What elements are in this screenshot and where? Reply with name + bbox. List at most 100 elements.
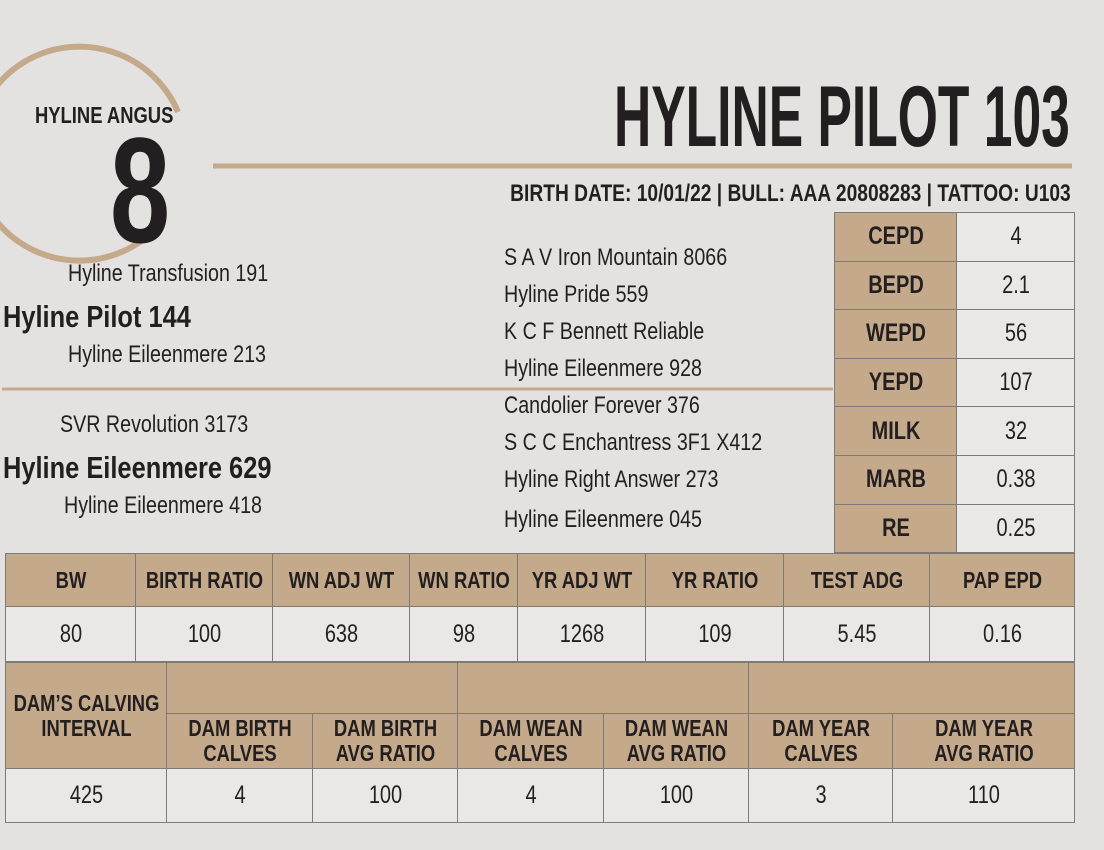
perf-value-cell: 80: [5, 606, 136, 662]
dam-value-cell: 110: [892, 768, 1075, 823]
dam-value-cell: 425: [5, 768, 167, 823]
epd-label-cell: CEPD: [834, 212, 957, 262]
epd-value: 32: [1004, 416, 1028, 445]
perf-header: YR RATIO: [671, 566, 759, 593]
perf-value: 80: [59, 619, 83, 648]
dam-header: DAM YEAR CALVES: [772, 715, 870, 766]
dam: Hyline Eileenmere 629: [3, 449, 272, 485]
epd-value-cell: 0.25: [956, 503, 1075, 554]
dam-header: DAM WEAN CALVES: [479, 715, 583, 766]
epd-value: 2.1: [1002, 270, 1030, 299]
perf-value: 1268: [559, 619, 605, 648]
perf-header-cell: YR ADJ WT: [517, 553, 646, 607]
perf-value-cell: 98: [409, 606, 518, 662]
dam-value: 4: [525, 781, 537, 809]
perf-value: 100: [187, 619, 222, 648]
dam-header: DAM YEAR AVG RATIO: [934, 715, 1034, 766]
perf-header-cell: TEST ADG: [783, 553, 930, 607]
dam-header-cell: DAM’S CALVING INTERVAL: [5, 662, 167, 769]
perf-value-cell: 0.16: [929, 606, 1075, 662]
dam-header: DAM BIRTH CALVES: [188, 715, 292, 766]
sire-dam: Hyline Eileenmere 213: [68, 341, 267, 368]
perf-value-cell: 638: [272, 606, 410, 662]
epd-value-cell: 4: [956, 212, 1075, 262]
dam-header-cell: DAM BIRTH CALVES: [166, 713, 313, 769]
dam-value-cell: 100: [603, 768, 749, 823]
epd-label: RE: [882, 513, 910, 542]
perf-header-cell: WN ADJ WT: [272, 553, 410, 607]
sire: Hyline Pilot 144: [3, 298, 191, 334]
epd-value-cell: 56: [956, 309, 1075, 359]
dam-value: 100: [659, 781, 694, 809]
dam-header-cell: DAM WEAN CALVES: [457, 713, 604, 769]
epd-label-cell: WEPD: [834, 309, 957, 359]
epd-value-cell: 107: [956, 357, 1075, 408]
dam-group-cell: [166, 662, 458, 714]
lot-number: 8: [110, 106, 171, 274]
perf-header: BW: [55, 566, 87, 593]
epd-value-cell: 2.1: [956, 260, 1075, 311]
dam-sire: SVR Revolution 3173: [60, 411, 249, 438]
epd-label: CEPD: [868, 222, 924, 251]
perf-header: WN RATIO: [418, 566, 510, 593]
perf-value: 109: [698, 619, 732, 648]
perf-header-cell: PAP EPD: [929, 553, 1075, 607]
perf-header-cell: YR RATIO: [645, 553, 784, 607]
brand: HYLINE ANGUS: [35, 101, 174, 128]
epd-label-cell: BEPD: [834, 260, 957, 311]
perf-header-cell: WN RATIO: [409, 553, 518, 607]
epd-label-cell: MILK: [834, 406, 957, 456]
dam-header-cell: DAM WEAN AVG RATIO: [603, 713, 749, 769]
great-grandparent: S C C Enchantress 3F1 X412: [504, 429, 763, 456]
dam-value-cell: 100: [312, 768, 458, 823]
perf-value-cell: 5.45: [783, 606, 930, 662]
epd-value: 0.38: [996, 465, 1036, 494]
dam-value: 3: [815, 781, 827, 809]
dam-value: 110: [968, 781, 1000, 809]
great-grandparent: S A V Iron Mountain 8066: [504, 244, 728, 271]
dam-value-cell: 4: [166, 768, 313, 823]
dam-header-cell: DAM YEAR AVG RATIO: [892, 713, 1075, 769]
epd-label: BEPD: [868, 270, 924, 299]
perf-header: WN ADJ WT: [288, 566, 395, 593]
epd-label: WEPD: [866, 319, 926, 348]
dam-group-cell: [457, 662, 749, 714]
great-grandparent: Hyline Pride 559: [504, 281, 649, 308]
epd-label-cell: RE: [834, 503, 957, 554]
great-grandparent: Candolier Forever 376: [504, 392, 700, 419]
perf-value-cell: 100: [135, 606, 273, 662]
perf-value-cell: 109: [645, 606, 784, 662]
perf-header: PAP EPD: [962, 566, 1043, 593]
perf-header-cell: BIRTH RATIO: [135, 553, 273, 607]
great-grandparent: Hyline Eileenmere 928: [504, 355, 703, 382]
title: HYLINE PILOT 103: [614, 69, 1070, 165]
dam-group-cell: [748, 662, 1075, 714]
dam-header-cell: DAM YEAR CALVES: [748, 713, 893, 769]
great-grandparent: Hyline Eileenmere 045: [504, 506, 703, 533]
epd-label-cell: YEPD: [834, 357, 957, 408]
info-line: BIRTH DATE: 10/01/22 | BULL: AAA 2080828…: [510, 180, 1071, 207]
arc: [0, 43, 181, 264]
perf-value: 5.45: [837, 619, 877, 648]
epd-value: 4: [1010, 222, 1022, 251]
perf-value: 638: [324, 619, 359, 648]
dam-value: 425: [69, 781, 104, 809]
dam-value-cell: 3: [748, 768, 893, 823]
dam-dam: Hyline Eileenmere 418: [64, 492, 263, 519]
epd-value: 0.25: [996, 513, 1036, 542]
perf-header-cell: BW: [5, 553, 136, 607]
epd-value-cell: 32: [956, 406, 1075, 456]
perf-header: BIRTH RATIO: [145, 566, 264, 593]
epd-label: MILK: [871, 416, 921, 445]
perf-header: YR ADJ WT: [531, 566, 633, 593]
dam-header: DAM BIRTH AVG RATIO: [333, 715, 438, 766]
epd-label: YEPD: [868, 368, 924, 397]
epd-value: 56: [1004, 319, 1028, 348]
epd-label: MARB: [866, 465, 926, 494]
perf-value: 98: [452, 619, 476, 648]
epd-value-cell: 0.38: [956, 455, 1075, 505]
great-grandparent: K C F Bennett Reliable: [504, 318, 705, 345]
sire-sire: Hyline Transfusion 191: [68, 260, 269, 287]
dam-value: 100: [368, 781, 403, 809]
perf-value-cell: 1268: [517, 606, 646, 662]
